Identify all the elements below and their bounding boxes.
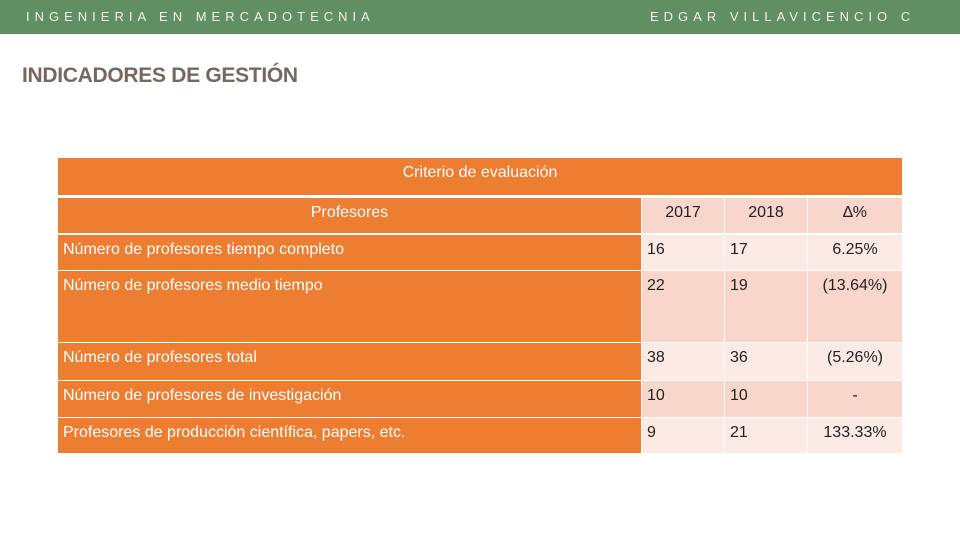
table-cell: 36 (725, 343, 807, 380)
table-cell: - (808, 381, 902, 417)
table-cell: 10 (725, 381, 807, 417)
table-cell: 16 (642, 235, 724, 270)
column-header: 2018 (725, 198, 807, 233)
header-bar: INGENIERIA EN MERCADOTECNIA EDGAR VILLAV… (0, 0, 960, 34)
table-cell: 6.25% (808, 235, 902, 270)
table-cell: 21 (725, 418, 807, 453)
header-left: INGENIERIA EN MERCADOTECNIA (26, 9, 375, 24)
column-header: ∆% (808, 198, 902, 233)
column-header: Profesores (58, 198, 641, 233)
table-cell: 10 (642, 381, 724, 417)
table-cell: (13.64%) (808, 271, 902, 342)
table-cell: (5.26%) (808, 343, 902, 380)
header-right: EDGAR VILLAVICENCIO C (650, 9, 916, 24)
table-cell: 17 (725, 235, 807, 270)
row-label: Profesores de producción científica, pap… (58, 418, 641, 453)
table-cell: 9 (642, 418, 724, 453)
row-label: Número de profesores total (58, 343, 641, 380)
row-label: Número de profesores tiempo completo (58, 235, 641, 270)
slide-title: INDICADORES DE GESTIÓN (22, 64, 298, 87)
column-header: 2017 (642, 198, 724, 233)
row-label: Número de profesores de investigación (58, 381, 641, 417)
table-cell: 22 (642, 271, 724, 342)
table-cell: 19 (725, 271, 807, 342)
table-cell: 133.33% (808, 418, 902, 453)
table-cell: 38 (642, 343, 724, 380)
row-label: Número de profesores medio tiempo (58, 271, 641, 342)
table-caption: Criterio de evaluación (58, 158, 902, 195)
